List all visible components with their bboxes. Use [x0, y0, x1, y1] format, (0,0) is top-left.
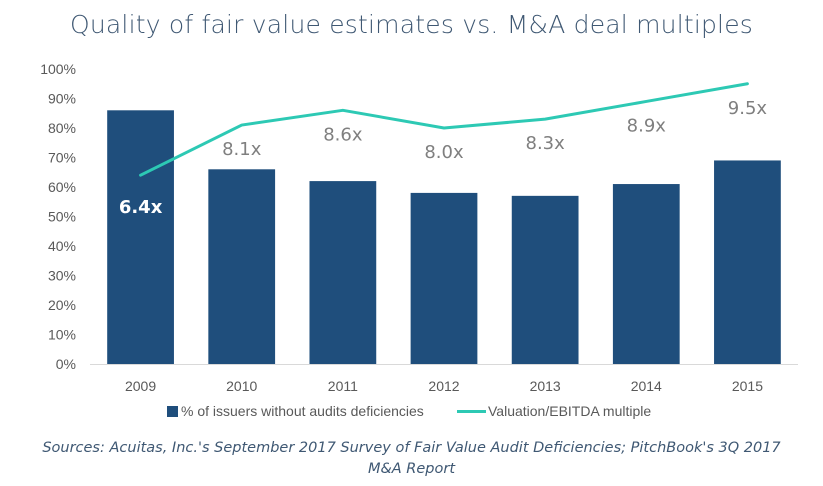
- y-tick-label: 0%: [56, 356, 76, 372]
- y-tick-label: 20%: [48, 297, 76, 313]
- line-data-label: 8.6x: [323, 124, 363, 145]
- x-tick-label: 2013: [530, 378, 561, 394]
- y-tick-label: 30%: [48, 268, 76, 284]
- line-data-label: 8.0x: [424, 142, 464, 163]
- bar: [208, 169, 276, 364]
- bar: [714, 160, 781, 364]
- line-series: [139, 82, 749, 177]
- legend: % of issuers without audits deficiencies…: [167, 403, 651, 419]
- y-tick-label: 70%: [48, 150, 76, 166]
- legend-bar-label: % of issuers without audits deficiencies: [181, 403, 424, 419]
- source-line-1: Sources: Acuitas, Inc.'s September 2017 …: [42, 440, 781, 456]
- x-tick-label: 2015: [732, 378, 763, 394]
- source-note: Sources: Acuitas, Inc.'s September 2017 …: [20, 438, 803, 480]
- y-tick-label: 100%: [40, 61, 76, 77]
- y-tick-label: 60%: [48, 179, 76, 195]
- y-tick-label: 40%: [48, 238, 76, 254]
- bar: [107, 110, 174, 364]
- bar: [511, 195, 579, 364]
- y-tick-label: 80%: [48, 120, 76, 136]
- y-axis: 0% 10% 20% 30% 40% 50% 60% 70% 80% 90% 100%: [40, 61, 76, 372]
- legend-bar-swatch: [167, 406, 178, 417]
- y-tick-label: 10%: [48, 327, 76, 343]
- chart-title: Quality of fair value estimates vs. M&A …: [69, 10, 754, 39]
- bar: [309, 181, 377, 364]
- y-tick-label: 50%: [48, 209, 76, 225]
- line-data-label: 8.9x: [627, 115, 667, 136]
- legend-line-label: Valuation/EBITDA multiple: [488, 403, 651, 419]
- x-tick-label: 2011: [328, 378, 358, 394]
- line-data-label: 9.5x: [728, 98, 768, 119]
- y-tick-label: 90%: [48, 91, 76, 107]
- bar-series: [107, 110, 781, 364]
- x-tick-label: 2009: [125, 378, 156, 394]
- x-tick-label: 2010: [226, 378, 257, 394]
- line-data-label: 6.4x: [119, 197, 163, 218]
- bar: [612, 184, 680, 364]
- x-axis: 2009 2010 2011 2012 2013 2014 2015: [125, 378, 763, 394]
- x-tick-label: 2012: [428, 378, 459, 394]
- x-tick-label: 2014: [631, 378, 662, 394]
- line-data-label: 8.1x: [222, 139, 262, 160]
- data-labels: 6.4x 8.1x 8.6x 8.0x 8.3x 8.9x 9.5x: [119, 98, 768, 218]
- line-data-label: 8.3x: [526, 133, 566, 154]
- bar: [410, 192, 478, 364]
- source-line-2: M&A Report: [367, 461, 456, 477]
